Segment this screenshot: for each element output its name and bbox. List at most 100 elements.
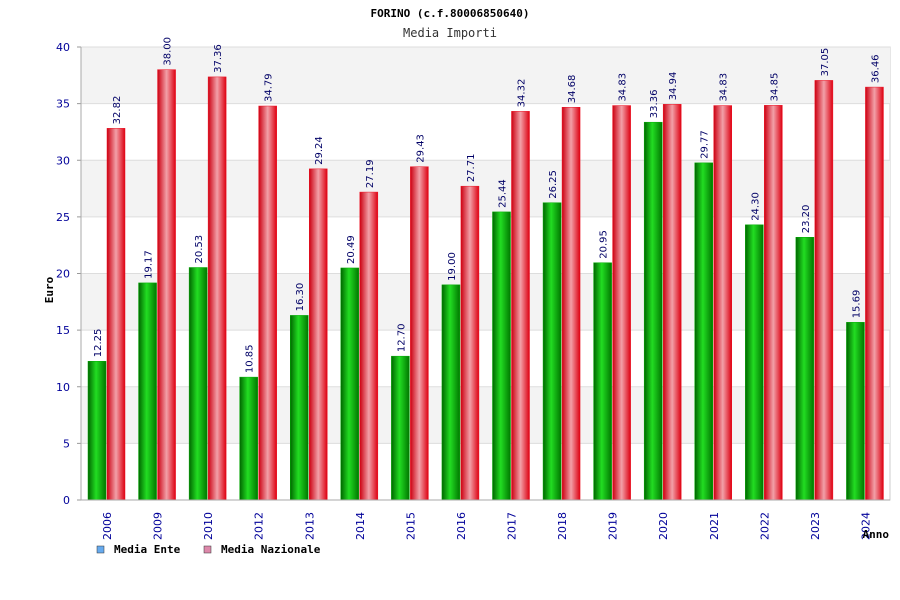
data-label-media-nazionale: 38.00 [163, 37, 174, 66]
bar-media-nazionale [561, 106, 581, 501]
data-label-media-nazionale: 34.85 [769, 73, 780, 102]
data-label-media-ente: 20.53 [194, 235, 205, 264]
y-tick-label: 0 [63, 494, 70, 507]
y-tick-label: 30 [56, 154, 70, 167]
bar-media-ente [138, 282, 157, 501]
bar-media-nazionale [106, 128, 126, 501]
bar-media-nazionale [612, 105, 631, 501]
legend-swatch-media-nazionale [203, 545, 212, 554]
data-label-media-ente: 15.69 [851, 290, 862, 319]
bar-media-nazionale [713, 105, 732, 501]
data-label-media-ente: 25.44 [498, 179, 509, 208]
data-label-media-ente: 24.30 [750, 192, 761, 221]
y-tick-label: 35 [56, 98, 70, 111]
y-tick-label: 20 [56, 268, 70, 281]
data-label-media-ente: 20.95 [599, 230, 610, 259]
data-label-media-nazionale: 36.46 [870, 54, 881, 83]
data-label-media-ente: 23.20 [801, 205, 812, 234]
bar-media-nazionale [359, 191, 379, 501]
y-tick-label: 10 [56, 381, 70, 394]
data-label-media-ente: 16.30 [295, 283, 306, 312]
x-tick-label: 2013 [303, 512, 316, 540]
data-label-media-nazionale: 34.32 [517, 79, 528, 108]
y-tick-label: 5 [63, 437, 70, 450]
bars [87, 69, 884, 501]
y-tick-label: 25 [56, 211, 70, 224]
chart-subtitle: Media Importi [403, 26, 497, 40]
x-tick-label: 2021 [708, 512, 721, 540]
x-tick-label: 2020 [657, 512, 670, 540]
chart-title: FORINO (c.f.80006850640) [371, 7, 530, 20]
bar-media-ente [643, 121, 663, 501]
bar-media-nazionale [207, 76, 227, 501]
x-tick-label: 2024 [859, 512, 872, 540]
data-label-media-ente: 10.85 [245, 344, 256, 373]
data-label-media-ente: 19.00 [447, 252, 458, 281]
y-tick-label: 40 [56, 41, 70, 54]
x-tick-label: 2015 [404, 512, 417, 540]
data-label-media-nazionale: 34.83 [719, 73, 730, 102]
bar-media-ente [441, 284, 461, 501]
bar-media-nazionale [764, 105, 783, 501]
data-label-media-nazionale: 34.83 [618, 73, 629, 102]
data-label-media-ente: 12.25 [93, 329, 104, 358]
bar-media-ente [492, 211, 511, 501]
bar-media-nazionale [662, 104, 682, 501]
data-label-media-ente: 33.36 [649, 90, 660, 119]
bar-media-ente [239, 376, 258, 501]
bar-media-nazionale [258, 105, 277, 501]
data-label-media-nazionale: 29.43 [415, 134, 426, 163]
bar-media-nazionale [814, 80, 834, 501]
x-tick-label: 2023 [809, 512, 822, 540]
data-label-media-nazionale: 34.94 [668, 72, 679, 101]
y-axis: 0 5 10 15 20 25 30 35 40 [56, 41, 82, 507]
data-label-media-ente: 29.77 [700, 130, 711, 159]
x-tick-label: 2017 [506, 512, 519, 540]
bar-media-ente [340, 267, 360, 501]
x-tick-label: 2019 [607, 512, 620, 540]
legend: Media Ente Media Nazionale [96, 543, 321, 556]
data-label-media-ente: 26.25 [548, 170, 559, 199]
data-labels: 12.25 32.82 19.17 38.00 20.53 37.36 10.85 34.79… [93, 37, 881, 373]
bar-media-nazionale [309, 168, 328, 501]
bar-media-nazionale [460, 185, 480, 501]
x-axis: 2006 2009 2010 2012 2013 2014 2015 2016 2017 2018… [81, 499, 890, 540]
data-label-media-nazionale: 34.68 [567, 75, 578, 104]
x-axis-label: Anno [863, 528, 890, 541]
legend-swatch-media-ente [96, 545, 105, 554]
x-tick-label: 2010 [202, 512, 215, 540]
data-label-media-nazionale: 27.71 [466, 154, 477, 183]
bar-media-nazionale [865, 86, 884, 501]
bar-media-ente [846, 322, 865, 501]
x-tick-label: 2014 [354, 512, 367, 540]
x-tick-label: 2016 [455, 512, 468, 540]
bar-media-ente [87, 361, 107, 501]
bar-media-ente [290, 315, 309, 501]
bar-media-ente [694, 162, 713, 501]
bar-media-ente [593, 262, 612, 501]
data-label-media-nazionale: 37.36 [213, 44, 224, 73]
data-label-media-nazionale: 34.79 [264, 73, 275, 102]
x-tick-label: 2006 [101, 512, 114, 540]
x-tick-label: 2022 [758, 512, 771, 540]
bar-media-nazionale [511, 111, 530, 501]
data-label-media-ente: 19.17 [144, 250, 155, 279]
y-tick-label: 15 [56, 324, 70, 337]
data-label-media-ente: 12.70 [396, 324, 407, 353]
x-tick-label: 2009 [152, 512, 165, 540]
legend-label-media-ente: Media Ente [114, 543, 181, 556]
bar-media-ente [745, 224, 764, 501]
data-label-media-nazionale: 32.82 [112, 96, 123, 125]
data-label-media-nazionale: 27.19 [365, 159, 376, 188]
bar-media-ente [391, 355, 410, 501]
bar-media-ente [188, 267, 208, 501]
x-tick-label: 2018 [556, 512, 569, 540]
bar-media-nazionale [410, 166, 429, 501]
data-label-media-nazionale: 37.05 [820, 48, 831, 77]
bar-media-nazionale [157, 69, 176, 501]
x-tick-label: 2012 [253, 512, 266, 540]
data-label-media-nazionale: 29.24 [314, 136, 325, 165]
y-axis-label: Euro [43, 276, 56, 303]
bar-media-ente [542, 202, 562, 501]
